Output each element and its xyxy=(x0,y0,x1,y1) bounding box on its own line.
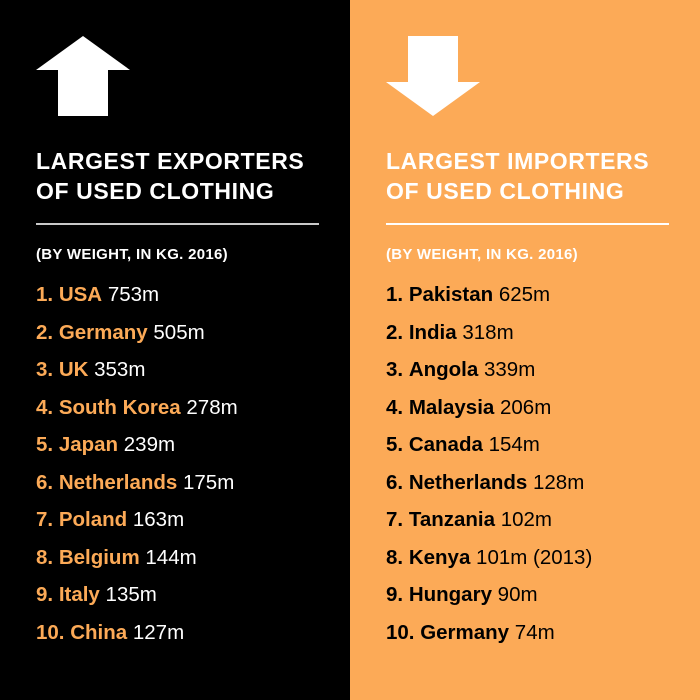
rank: 7. xyxy=(386,508,404,531)
country: Angola xyxy=(408,358,479,381)
country: UK xyxy=(58,358,89,381)
country: Poland xyxy=(58,508,128,531)
value: 239m xyxy=(123,433,176,456)
exporters-list: 1. USA 753m 2. Germany 505m 3. UK 353m 4… xyxy=(36,280,238,655)
country: Malaysia xyxy=(408,395,495,419)
list-item: 5. Japan 239m xyxy=(36,430,238,468)
country: China xyxy=(70,620,128,644)
list-item: 7. Poland 163m xyxy=(36,505,238,543)
rank: 9. xyxy=(386,583,404,606)
value: 154m xyxy=(488,433,540,456)
exporters-divider xyxy=(36,223,319,225)
importers-title: LARGEST IMPORTERS OF USED CLOTHING xyxy=(386,146,649,206)
list-item: 10. Germany 74m xyxy=(386,618,592,656)
rank: 5. xyxy=(386,433,404,456)
country: South Korea xyxy=(58,395,181,419)
arrow-down-icon xyxy=(386,36,480,116)
rank: 3. xyxy=(36,358,54,381)
rank: 2. xyxy=(36,320,54,344)
list-item: 5. Canada 154m xyxy=(386,430,592,468)
value: 135m xyxy=(105,583,157,606)
importers-title-line2: OF USED CLOTHING xyxy=(386,178,625,204)
rank: 9. xyxy=(36,583,54,606)
rank: 10. xyxy=(36,620,65,644)
value: 127m xyxy=(132,620,185,644)
exporters-title-line2: OF USED CLOTHING xyxy=(36,178,275,204)
value: 278m xyxy=(186,395,238,419)
list-item: 3. Angola 339m xyxy=(386,355,592,393)
list-item: 4. Malaysia 206m xyxy=(386,393,592,431)
rank: 1. xyxy=(36,283,54,306)
list-item: 4. South Korea 278m xyxy=(36,393,238,431)
list-item: 2. Germany 505m xyxy=(36,318,238,356)
exporters-title-line1: LARGEST EXPORTERS xyxy=(36,148,305,174)
value: 339m xyxy=(483,358,536,381)
importers-panel: LARGEST IMPORTERS OF USED CLOTHING (BY W… xyxy=(350,0,700,700)
rank: 5. xyxy=(36,433,54,456)
value: 753m xyxy=(107,283,160,306)
rank: 6. xyxy=(36,470,54,494)
country: Netherlands xyxy=(58,470,178,494)
list-item: 1. USA 753m xyxy=(36,280,238,318)
list-item: 2. India 318m xyxy=(386,318,592,356)
importers-title-line1: LARGEST IMPORTERS xyxy=(386,148,650,174)
country: USA xyxy=(58,283,103,306)
list-item: 1. Pakistan 625m xyxy=(386,280,592,318)
country: Japan xyxy=(58,433,119,456)
rank: 2. xyxy=(386,320,404,344)
list-item: 9. Hungary 90m xyxy=(386,580,592,618)
list-item: 8. Belgium 144m xyxy=(36,543,238,581)
value: 625m xyxy=(498,283,551,306)
country: Canada xyxy=(408,433,483,456)
exporters-subtitle: (BY WEIGHT, IN KG. 2016) xyxy=(36,246,228,263)
list-item: 3. UK 353m xyxy=(36,355,238,393)
country: Pakistan xyxy=(408,283,494,306)
country: Hungary xyxy=(408,583,492,606)
value: 163m xyxy=(132,508,185,531)
list-item: 10. China 127m xyxy=(36,618,238,656)
list-item: 9. Italy 135m xyxy=(36,580,238,618)
country: Kenya xyxy=(408,545,471,569)
value: 505m xyxy=(153,320,205,344)
country: Germany xyxy=(420,620,510,644)
value: 128m xyxy=(533,470,585,494)
rank: 3. xyxy=(386,358,404,381)
list-item: 6. Netherlands 128m xyxy=(386,468,592,506)
rank: 10. xyxy=(386,620,415,644)
list-item: 8. Kenya 101m (2013) xyxy=(386,543,592,581)
value: 353m xyxy=(94,358,146,381)
list-item: 6. Netherlands 175m xyxy=(36,468,238,506)
value: 101m (2013) xyxy=(476,545,593,569)
rank: 8. xyxy=(36,545,54,569)
value: 90m xyxy=(497,583,538,606)
value: 74m xyxy=(514,620,555,644)
rank: 8. xyxy=(386,545,404,569)
exporters-title: LARGEST EXPORTERS OF USED CLOTHING xyxy=(36,146,304,206)
country: Tanzania xyxy=(408,508,496,531)
country: India xyxy=(408,320,457,344)
importers-list: 1. Pakistan 625m 2. India 318m 3. Angola… xyxy=(386,280,592,655)
rank: 7. xyxy=(36,508,54,531)
country: Belgium xyxy=(58,545,140,569)
exporters-panel: LARGEST EXPORTERS OF USED CLOTHING (BY W… xyxy=(36,36,319,655)
country: Germany xyxy=(58,320,148,344)
value: 318m xyxy=(462,320,514,344)
country: Italy xyxy=(58,583,100,606)
value: 206m xyxy=(500,395,552,419)
rank: 1. xyxy=(386,283,404,306)
rank: 4. xyxy=(36,395,54,419)
importers-subtitle: (BY WEIGHT, IN KG. 2016) xyxy=(386,246,578,263)
arrow-up-icon xyxy=(36,36,130,116)
value: 144m xyxy=(145,545,197,569)
value: 102m xyxy=(500,508,552,531)
importers-divider xyxy=(386,223,669,225)
list-item: 7. Tanzania 102m xyxy=(386,505,592,543)
country: Netherlands xyxy=(408,470,528,494)
value: 175m xyxy=(183,470,235,494)
rank: 6. xyxy=(386,470,404,494)
rank: 4. xyxy=(386,395,404,419)
